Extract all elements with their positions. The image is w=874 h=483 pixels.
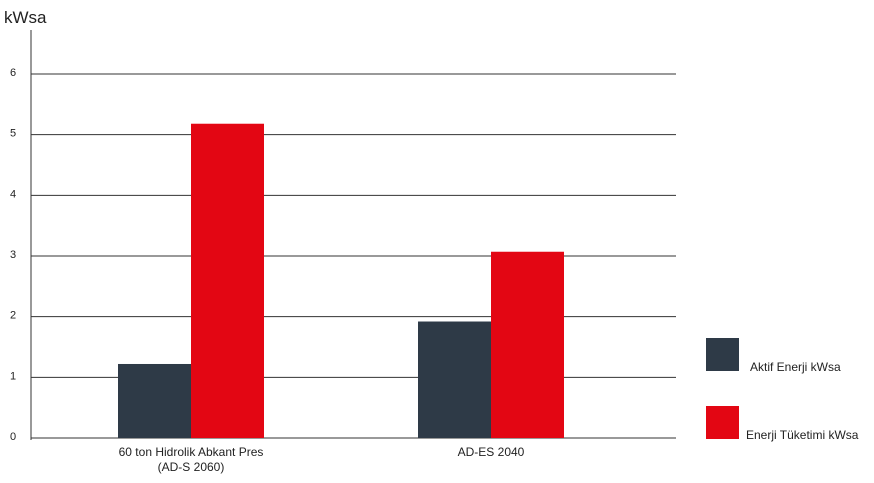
legend-swatch-aktif <box>706 338 739 371</box>
x-tick-label-0: 60 ton Hidrolik Abkant Pres (AD-S 2060) <box>119 445 264 474</box>
y-tick-label-0: 0 <box>10 431 16 443</box>
legend-swatch-enerji <box>706 406 739 439</box>
y-tick-label-3: 3 <box>10 249 16 261</box>
y-tick-label-1: 1 <box>10 370 16 382</box>
legend-label-aktif: Aktif Enerji kWsa <box>750 360 841 374</box>
y-tick-labels: 0 1 2 3 4 5 6 <box>10 67 16 443</box>
legend-label-enerji: Enerji Tüketimi kWsa <box>746 428 859 442</box>
y-tick-label-2: 2 <box>10 310 16 322</box>
x-tick-labels: 60 ton Hidrolik Abkant Pres (AD-S 2060) AD… <box>119 445 525 474</box>
y-tick-label-4: 4 <box>10 188 16 200</box>
y-tick-label-5: 5 <box>10 128 16 140</box>
x-tick-label-1: AD-ES 2040 <box>458 445 525 459</box>
bar-enerji-1 <box>491 251 564 438</box>
bar-enerji-0 <box>191 123 264 438</box>
bar-aktif-1 <box>418 321 491 438</box>
y-axis-label: kWsa <box>4 8 47 27</box>
bars <box>118 123 564 438</box>
bar-aktif-0 <box>118 363 191 438</box>
y-tick-label-6: 6 <box>10 67 16 79</box>
